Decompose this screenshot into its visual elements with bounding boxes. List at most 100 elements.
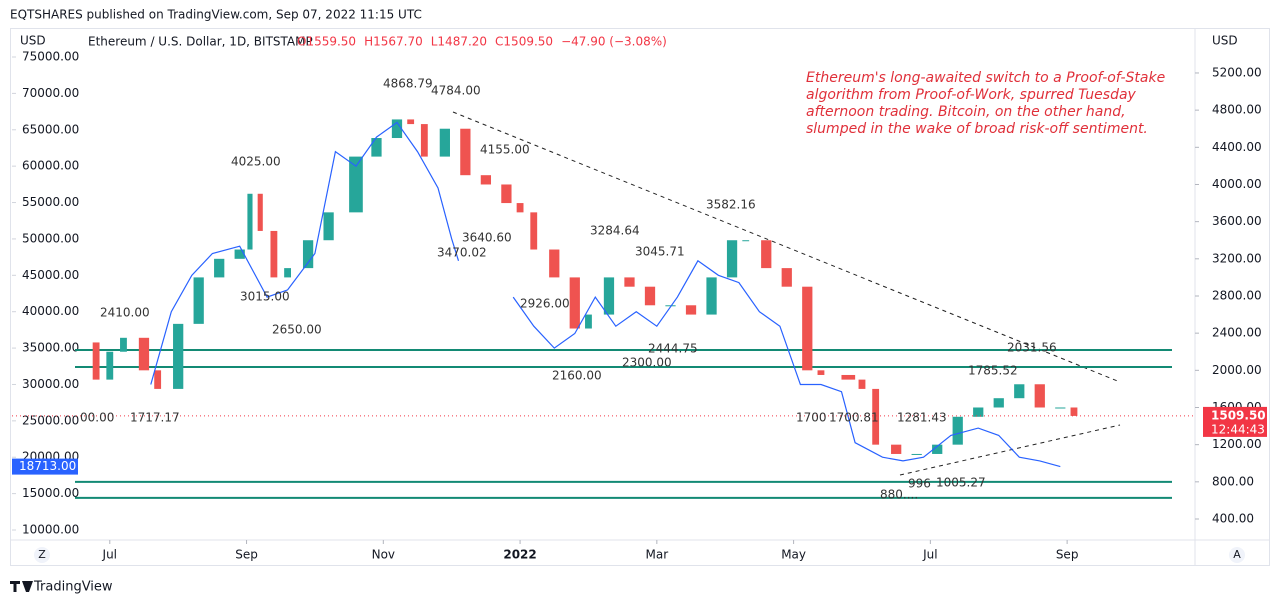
candle xyxy=(193,277,204,324)
candle xyxy=(624,277,635,287)
y-tick-label: 35000.00 xyxy=(22,341,79,355)
y-tick-label: 30000.00 xyxy=(22,377,79,391)
x-tick-label: 2022 xyxy=(503,548,536,562)
ohlc-value: H1567.70 xyxy=(364,35,423,49)
y-axis-label: USD xyxy=(20,34,46,48)
candle xyxy=(911,453,922,455)
y2-tick-label: 2400.00 xyxy=(1212,326,1262,340)
x-tick-label: Jul xyxy=(922,548,937,562)
candle xyxy=(802,286,813,371)
candle xyxy=(439,128,450,157)
price-annotation: 4155.00 xyxy=(480,143,530,157)
candle xyxy=(891,444,902,454)
y2-tick-label: 3600.00 xyxy=(1212,214,1262,228)
candle xyxy=(214,258,225,278)
price-annotation: 1005.27 xyxy=(936,476,986,490)
brand: TradingView xyxy=(33,580,113,595)
price-annotation: 1785.52 xyxy=(968,364,1018,378)
price-annotation: 2160.00 xyxy=(552,369,602,383)
price-annotation: 3045.71 xyxy=(635,245,685,259)
candle xyxy=(1034,384,1045,408)
y-tick-label: 60000.00 xyxy=(22,159,79,173)
candle xyxy=(932,444,943,454)
candle xyxy=(872,388,880,445)
candle xyxy=(685,305,697,315)
candle xyxy=(973,407,984,417)
auto-icon[interactable]: A xyxy=(1233,548,1241,561)
candle xyxy=(665,305,676,307)
price-annotation: 3284.64 xyxy=(590,224,640,238)
y-tick-label: 10000.00 xyxy=(22,523,79,537)
candle xyxy=(781,268,792,287)
candle xyxy=(391,119,403,139)
y2-tick-label: 400.00 xyxy=(1212,511,1254,525)
published-line: EQTSHARES published on TradingView.com, … xyxy=(10,8,422,22)
candle xyxy=(284,268,291,278)
y2-axis-label: USD xyxy=(1212,34,1238,48)
price-annotation: 1700 xyxy=(796,411,827,425)
price-annotation: 2444.75 xyxy=(648,342,698,356)
candle xyxy=(234,249,245,259)
candle xyxy=(371,138,382,157)
chart-frame xyxy=(10,28,1270,566)
price-annotation: 2650.00 xyxy=(272,323,322,337)
price-tag xyxy=(1203,406,1267,437)
price-annotation: 3582.16 xyxy=(706,198,756,212)
btc-line xyxy=(150,121,1061,468)
candle xyxy=(501,184,512,204)
candle xyxy=(407,119,415,125)
price-annotation: 00.00 xyxy=(80,411,114,425)
price-annotation: 2300.00 xyxy=(622,356,672,370)
auto-button[interactable] xyxy=(1229,547,1245,563)
candle xyxy=(257,193,263,231)
logo xyxy=(10,581,33,592)
y2-tick-label: 2800.00 xyxy=(1212,288,1262,302)
candle xyxy=(761,240,772,269)
ohlc-value: C1509.50 xyxy=(495,35,553,49)
y2-tick-label: 4800.00 xyxy=(1212,103,1262,117)
price-annotation: 880.... xyxy=(880,488,918,502)
zoom-icon[interactable]: Z xyxy=(38,548,46,561)
candle xyxy=(420,124,428,157)
candle xyxy=(323,212,334,241)
candle xyxy=(302,240,314,269)
ohlc: O1559.50 H1567.70 L1487.20 C1509.50 −47.90 (… xyxy=(297,35,667,49)
price-annotation: 996 xyxy=(908,477,931,491)
y-tick-label: 45000.00 xyxy=(22,268,79,282)
candle xyxy=(993,398,1004,408)
price-annotation: 1717.17 xyxy=(130,411,180,425)
y-tick-label: 70000.00 xyxy=(22,86,79,100)
candle xyxy=(247,193,253,250)
candle xyxy=(603,277,615,315)
left-tag xyxy=(12,458,78,475)
candle xyxy=(952,416,963,445)
y2-tick-label: 1200.00 xyxy=(1212,437,1262,451)
candle xyxy=(742,240,750,242)
candle xyxy=(460,128,471,176)
y-tick-label: 40000.00 xyxy=(22,304,79,318)
y-tick-label: 65000.00 xyxy=(22,122,79,136)
y-tick-label: 25000.00 xyxy=(22,413,79,427)
candle xyxy=(1070,407,1078,416)
note-line: Ethereum's long-awaited switch to a Proo… xyxy=(806,70,1165,86)
candle xyxy=(1014,384,1025,399)
price-annotation: 1700.81 xyxy=(829,411,879,425)
candle xyxy=(1055,407,1066,409)
y-tick-label: 55000.00 xyxy=(22,195,79,209)
candle xyxy=(106,351,114,380)
price-annotation: 2410.00 xyxy=(100,306,150,320)
note-line: algorithm from Proof-of-Work, spurred Tu… xyxy=(806,87,1137,103)
trendline xyxy=(899,424,1121,476)
y2-tick-label: 3200.00 xyxy=(1212,251,1262,265)
candle xyxy=(706,277,717,315)
y2-tick-label: 2000.00 xyxy=(1212,363,1262,377)
ohlc-value: L1487.20 xyxy=(431,35,487,49)
ohlc-value: −47.90 (−3.08%) xyxy=(561,35,667,49)
zoom-button[interactable] xyxy=(34,547,50,563)
note-line: slumped in the wake of broad risk-off se… xyxy=(806,121,1148,137)
candle xyxy=(349,156,363,213)
x-tick-label: Nov xyxy=(372,548,395,562)
candle xyxy=(138,337,150,371)
candle xyxy=(549,249,560,278)
